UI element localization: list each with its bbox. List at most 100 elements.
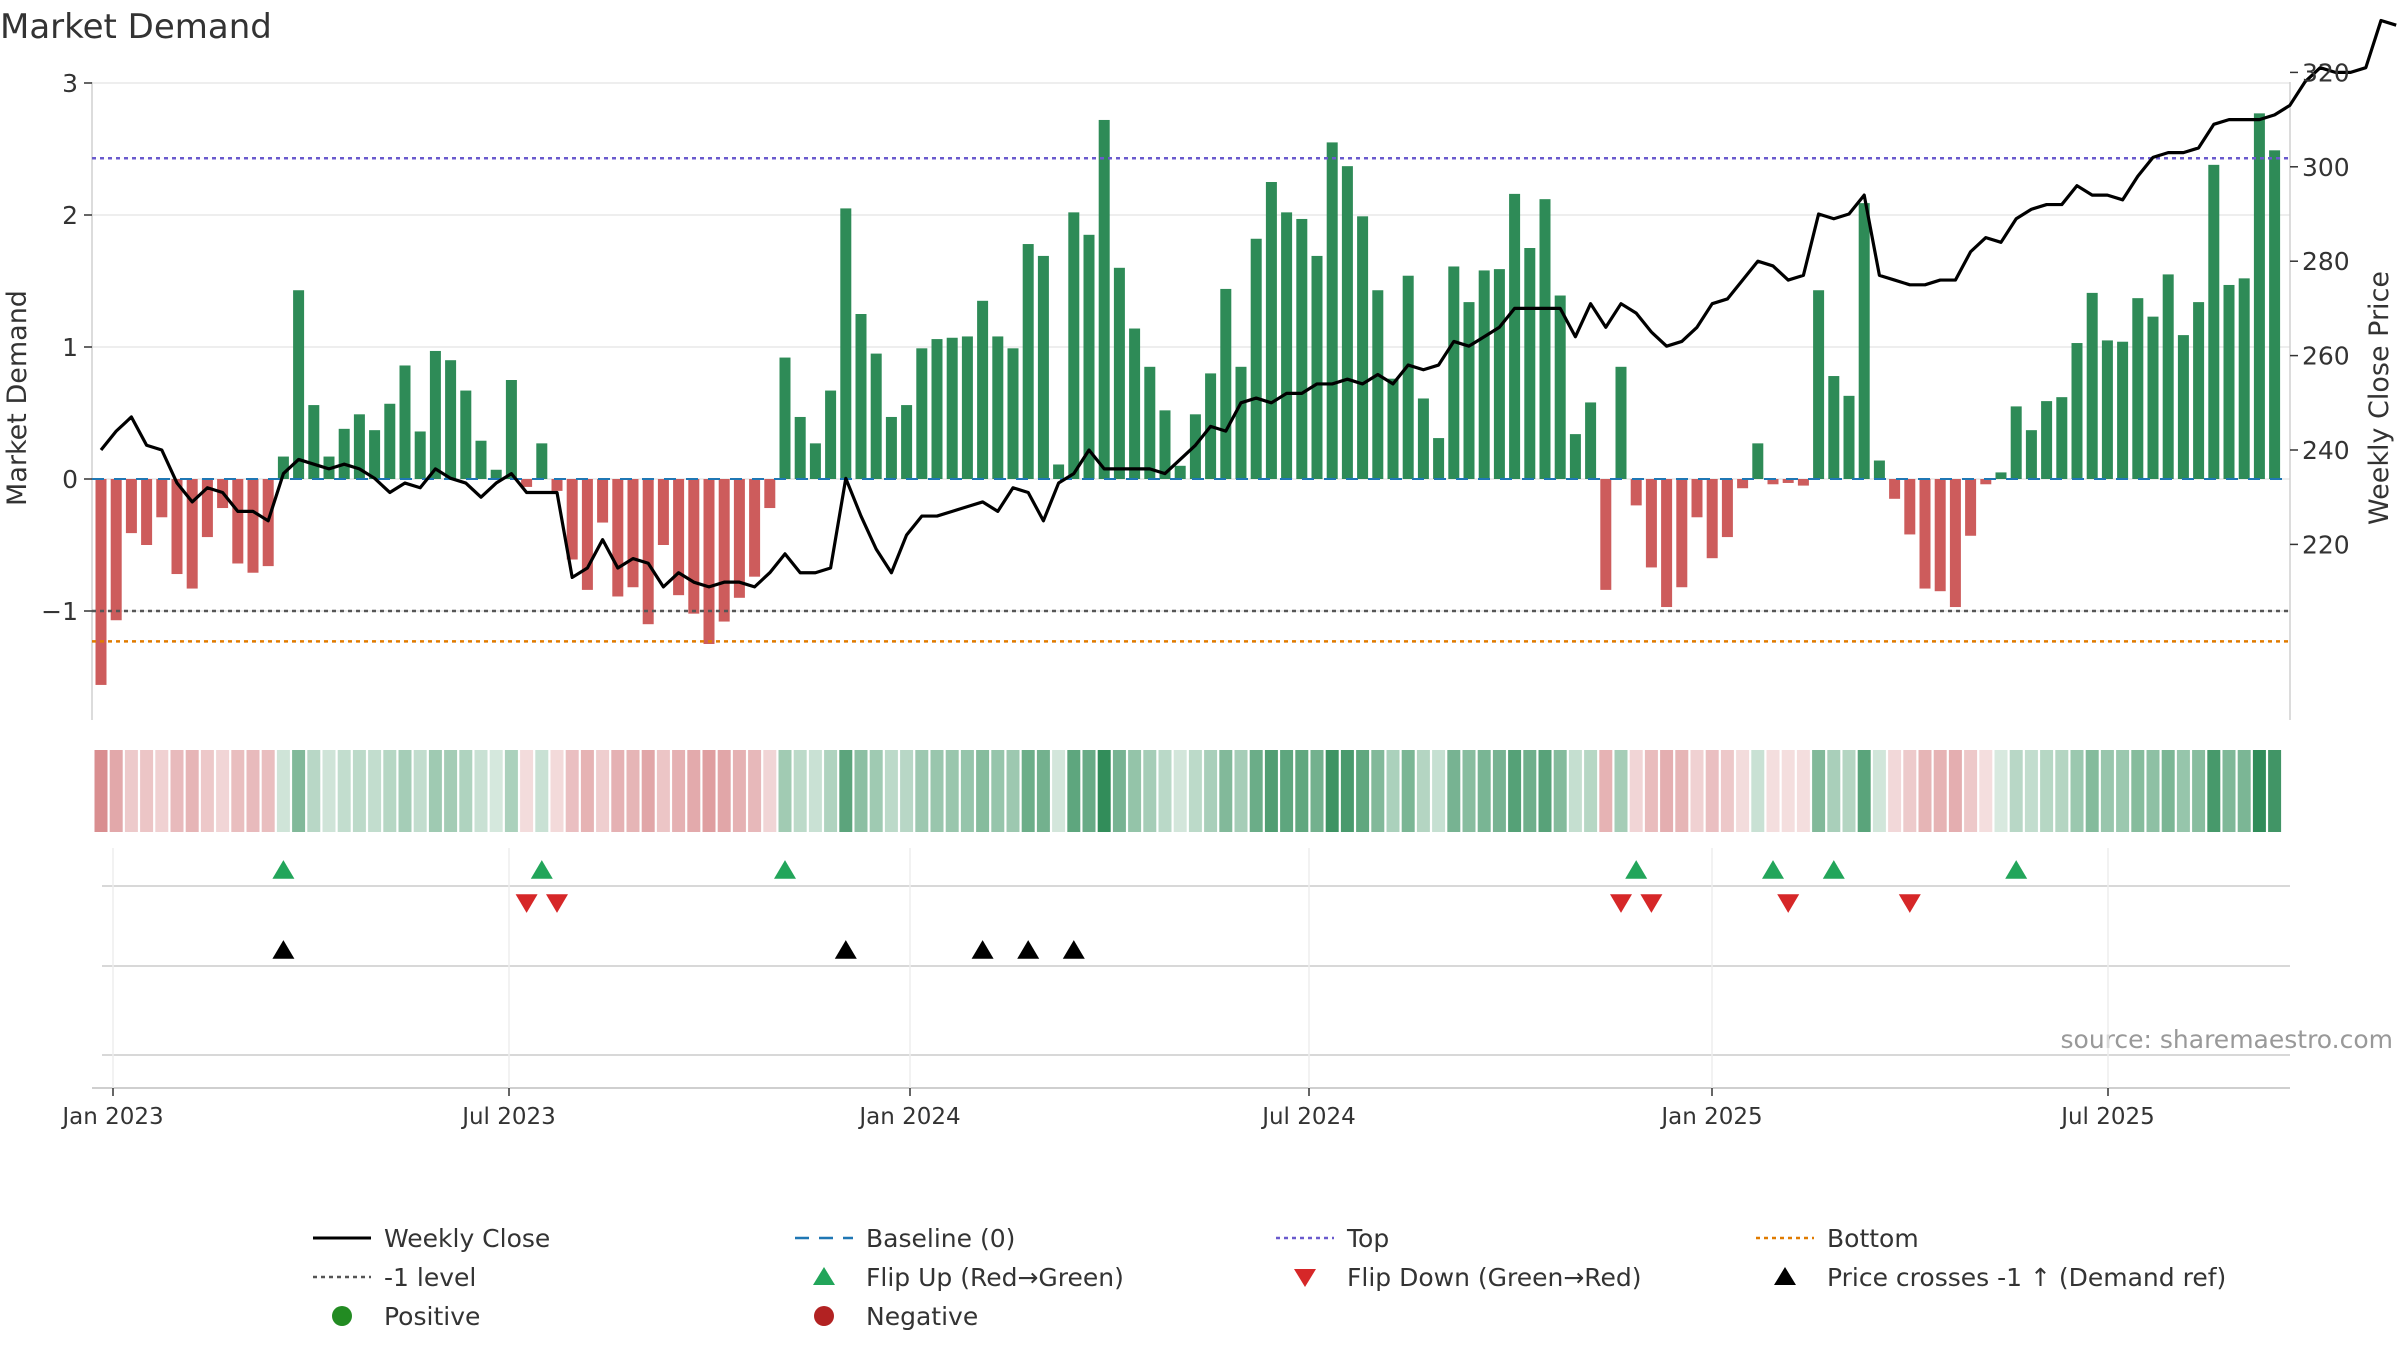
heat-cell-positive: [1249, 750, 1263, 832]
bar-positive: [1372, 290, 1384, 479]
heat-cell-negative: [1918, 750, 1932, 832]
heat-cell-positive: [1188, 750, 1202, 832]
y-axis-label-left: Market Demand: [2, 290, 33, 506]
bar-negative: [1889, 479, 1901, 499]
bar-negative: [1706, 479, 1718, 559]
bar-negative: [1965, 479, 1977, 536]
bar-positive: [2238, 278, 2250, 479]
bar-positive: [1554, 295, 1566, 479]
heat-cell-positive: [1416, 750, 1430, 832]
bar-negative: [1919, 479, 1931, 589]
x-tick-label: Jul 2023: [460, 1104, 556, 1130]
bar-positive: [2117, 341, 2129, 479]
bar-negative: [186, 479, 198, 589]
bar-positive: [1493, 269, 1505, 479]
heat-cell-positive: [1462, 750, 1476, 832]
bar-positive: [1509, 193, 1521, 479]
flip-down-marker: [546, 894, 568, 913]
bar-positive: [1220, 288, 1232, 479]
heat-cell-negative: [748, 750, 762, 832]
bar-positive: [1828, 376, 1840, 479]
x-tick-label: Jul 2024: [1260, 1104, 1356, 1130]
bar-positive: [992, 336, 1004, 479]
bar-positive: [2147, 316, 2159, 479]
heat-cell-positive: [413, 750, 427, 832]
bar-positive: [885, 416, 897, 479]
bar-negative: [551, 479, 563, 491]
heat-cell-positive: [1264, 750, 1278, 832]
heat-cell-positive: [1158, 750, 1172, 832]
heat-cell-positive: [1143, 750, 1157, 832]
bar-positive: [1341, 166, 1353, 479]
heat-cell-negative: [1675, 750, 1689, 832]
heat-cell-negative: [565, 750, 579, 832]
bar-positive: [946, 337, 958, 479]
bar-positive: [1129, 328, 1141, 479]
price-cross-marker: [1017, 940, 1040, 959]
bar-positive: [1265, 182, 1277, 479]
bar-positive: [1463, 302, 1475, 479]
heat-cell-positive: [1584, 750, 1598, 832]
bar-positive: [1326, 142, 1338, 479]
legend-item: Flip Down (Green→Red): [1294, 1263, 1642, 1292]
heat-cell-positive: [1872, 750, 1886, 832]
bar-positive: [1585, 402, 1597, 479]
heat-cell-negative: [717, 750, 731, 832]
heat-cell-positive: [2055, 750, 2069, 832]
heat-cell-positive: [2268, 750, 2282, 832]
heat-cell-positive: [976, 750, 990, 832]
bar-negative: [1645, 479, 1657, 568]
legend-swatch-circle: [332, 1306, 352, 1326]
heat-cell-negative: [641, 750, 655, 832]
bar-positive: [2101, 340, 2113, 479]
legend-item: -1 level: [313, 1263, 476, 1292]
heat-cell-positive: [368, 750, 382, 832]
heat-cell-positive: [915, 750, 929, 832]
bar-positive: [475, 440, 487, 479]
heat-cell-positive: [854, 750, 868, 832]
bar-positive: [2086, 292, 2098, 479]
bar-negative: [1904, 479, 1916, 535]
bar-positive: [825, 390, 837, 479]
flip-up-marker: [272, 860, 295, 879]
bar-negative: [764, 479, 776, 509]
flip-down-marker: [1777, 894, 1800, 913]
bar-positive: [338, 428, 350, 479]
heat-cell-positive: [2161, 750, 2175, 832]
bar-negative: [566, 479, 578, 560]
heat-cell-positive: [352, 750, 366, 832]
legend-item: Top: [1276, 1224, 1389, 1253]
bar-negative: [1980, 479, 1992, 485]
price-cross-marker: [971, 940, 994, 959]
heat-cell-positive: [1052, 750, 1066, 832]
heat-cell-negative: [1660, 750, 1674, 832]
legend-label: Price crosses -1 ↑ (Demand ref): [1827, 1263, 2226, 1292]
x-tick-label: Jan 2025: [1659, 1104, 1762, 1130]
bar-positive: [2193, 302, 2205, 479]
bar-positive: [2010, 406, 2022, 479]
bar-negative: [1676, 479, 1688, 588]
heat-cell-positive: [1842, 750, 1856, 832]
right-tick-label: 320: [2302, 58, 2350, 87]
heat-cell-positive: [2222, 750, 2236, 832]
heat-cell-positive: [1994, 750, 2008, 832]
heat-cell-positive: [1112, 750, 1126, 832]
legend-item: Price crosses -1 ↑ (Demand ref): [1774, 1263, 2226, 1292]
bar-positive: [1569, 434, 1581, 479]
left-tick-label: 2: [62, 201, 78, 230]
heat-cell-negative: [261, 750, 275, 832]
bar-positive: [1843, 395, 1855, 479]
heat-cell-positive: [1751, 750, 1765, 832]
heat-cell-positive: [2040, 750, 2054, 832]
bar-positive: [308, 405, 320, 479]
flip-up-marker: [1625, 860, 1648, 879]
heat-cell-negative: [216, 750, 230, 832]
heat-cell-positive: [535, 750, 549, 832]
heat-cell-positive: [1280, 750, 1294, 832]
heat-cell-positive: [2100, 750, 2114, 832]
heat-cell-negative: [1964, 750, 1978, 832]
left-tick-label: 3: [62, 69, 78, 98]
heat-cell-positive: [1204, 750, 1218, 832]
flip-up-marker: [2005, 860, 2028, 879]
bar-positive: [855, 314, 867, 479]
